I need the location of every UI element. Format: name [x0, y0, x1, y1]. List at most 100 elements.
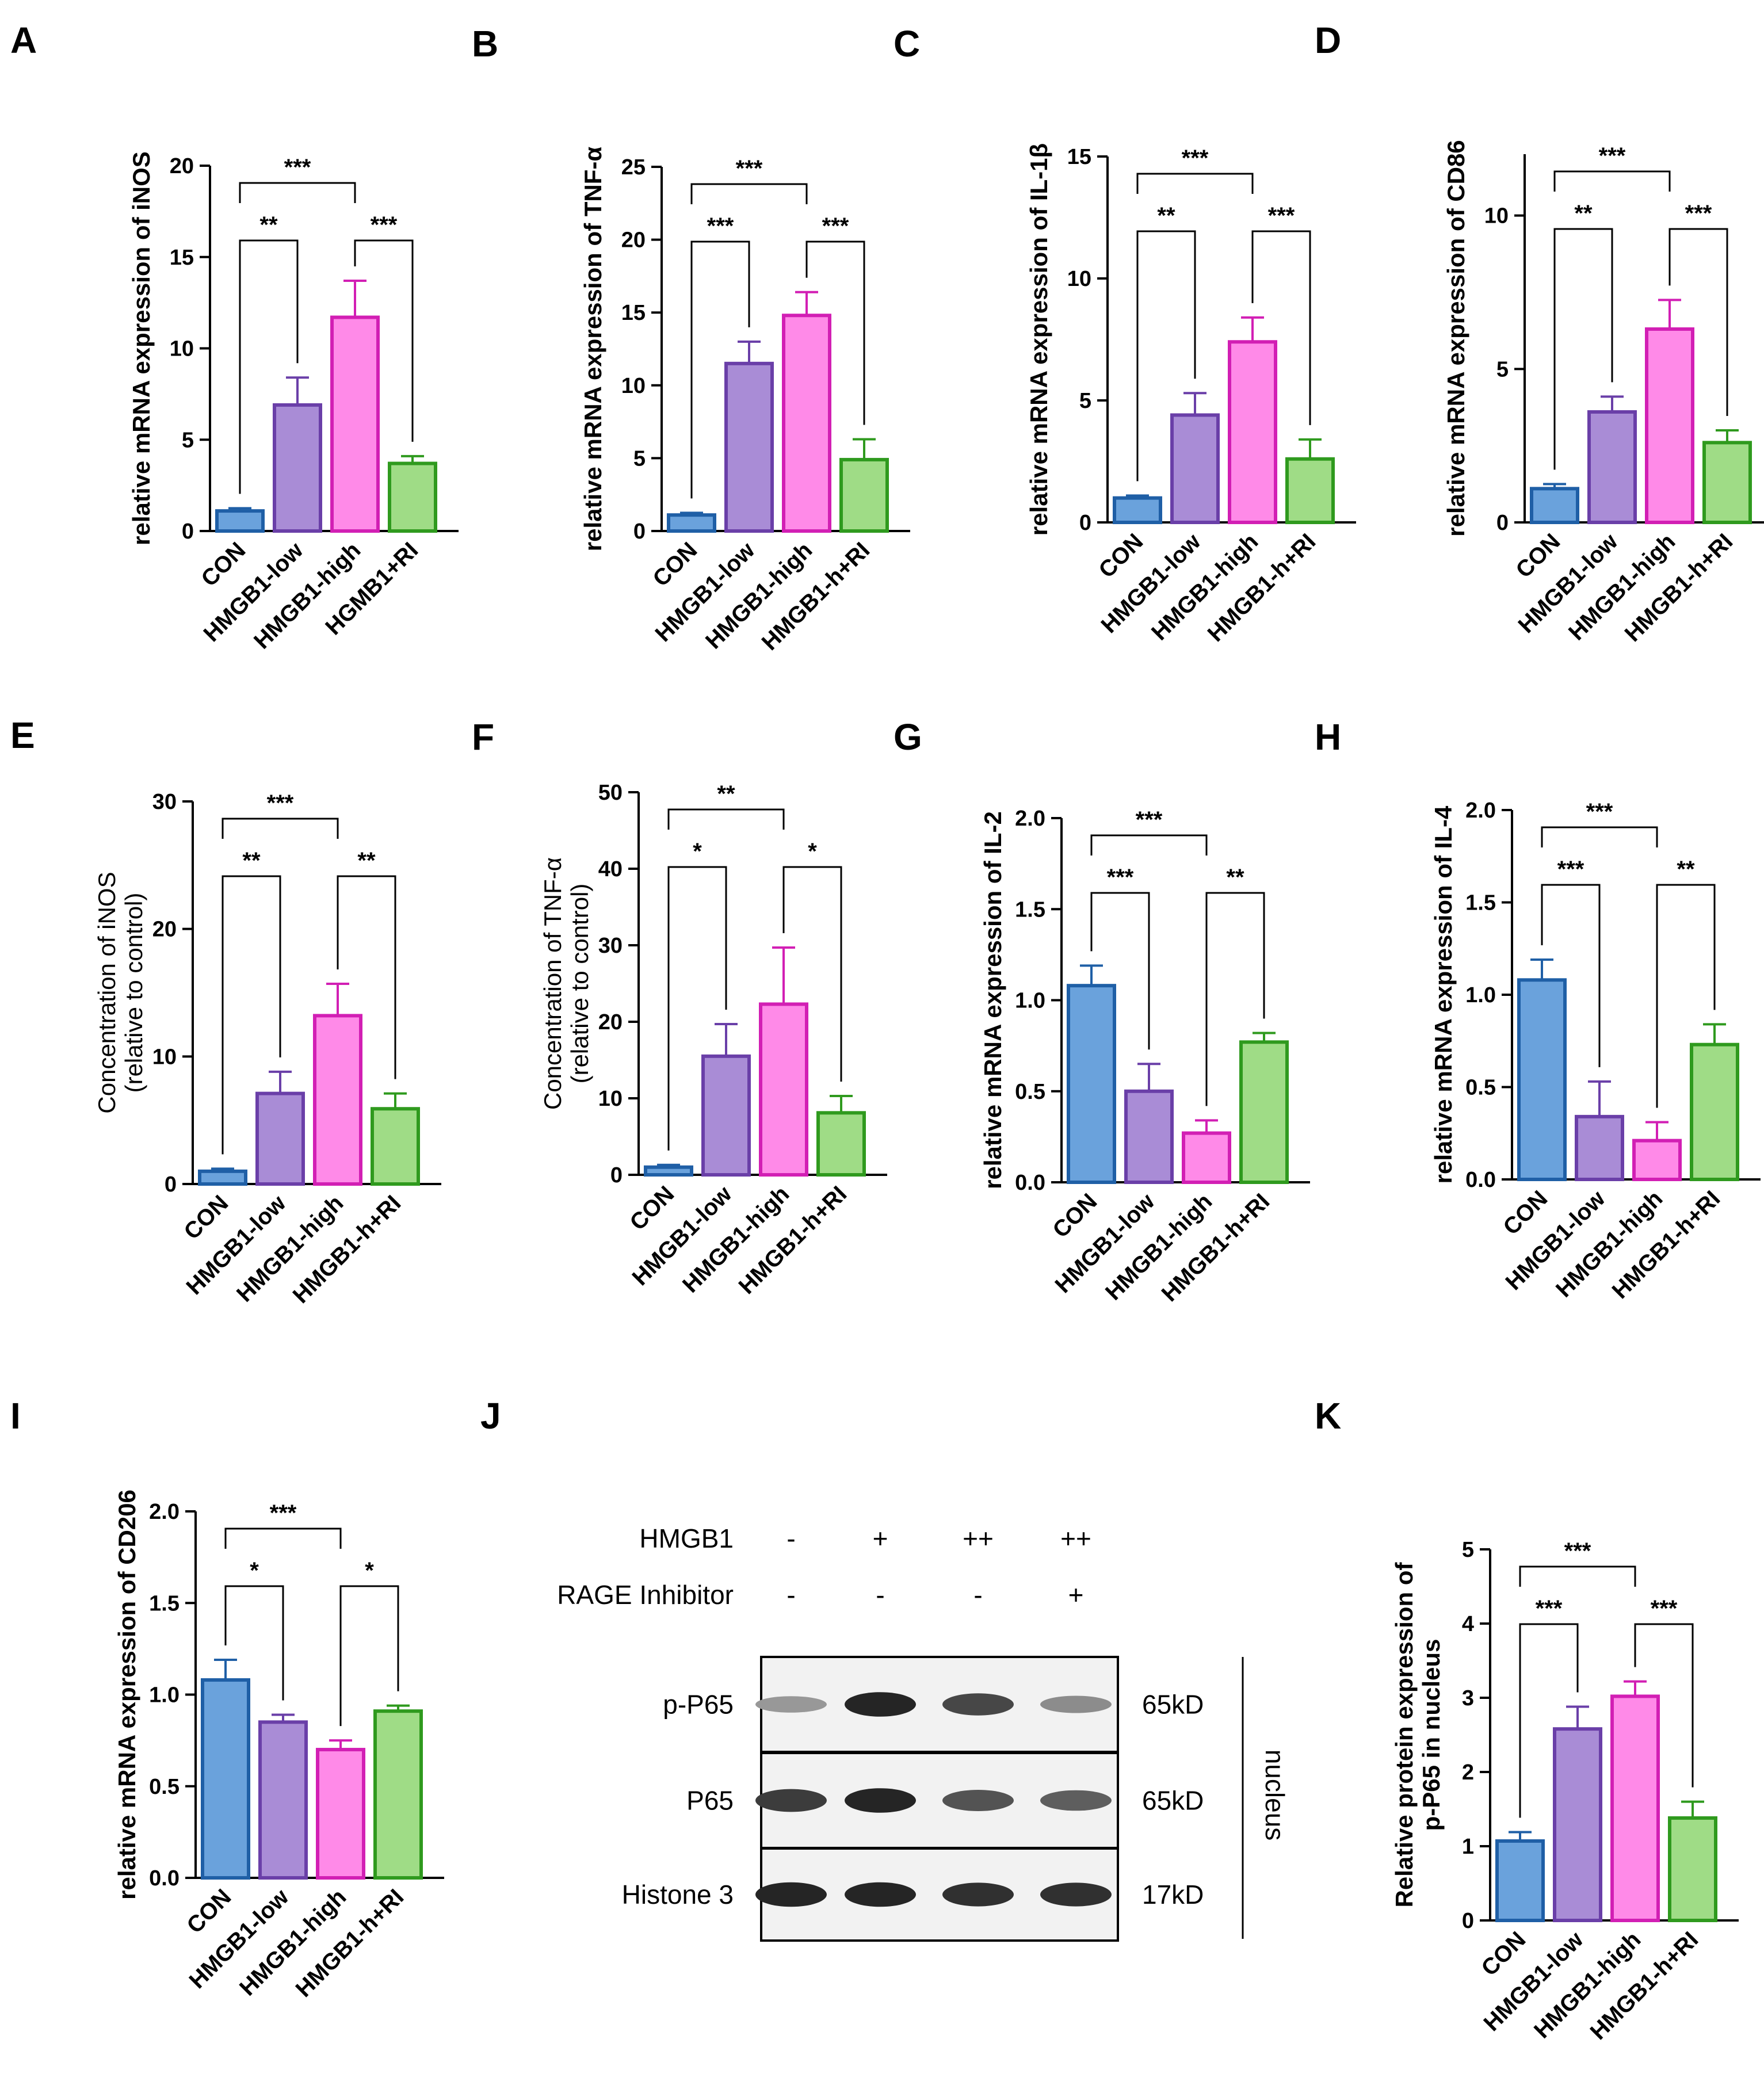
y-tick-label: 0.5	[1015, 1080, 1045, 1104]
bar-con	[1530, 487, 1579, 524]
y-tick-label: 0.5	[149, 1775, 180, 1799]
significance-bracket	[224, 1585, 284, 1701]
panel-label-E: E	[10, 715, 35, 756]
y-tick-label: 0.0	[149, 1866, 180, 1891]
y-axis-label: Concentration of TNF-α	[539, 857, 566, 1110]
significance-bracket	[1541, 826, 1658, 847]
bar-hmgb1-low	[701, 1054, 751, 1177]
panel-label-B: B	[472, 23, 498, 64]
significance-label: ***	[1586, 799, 1613, 824]
y-tick-label: 0	[633, 520, 646, 544]
y-tick-label: 1.5	[1465, 891, 1496, 915]
bar-con	[1113, 496, 1162, 524]
bar-hmgb1-high	[759, 1002, 808, 1177]
panel-label-K: K	[1315, 1395, 1341, 1437]
y-axis-label-line2: (relative to control)	[120, 893, 147, 1093]
significance-bracket	[667, 808, 785, 830]
blot-band	[1040, 1695, 1112, 1713]
significance-label: *	[250, 1558, 259, 1583]
bar-hmgb1-high	[1632, 1139, 1682, 1181]
bar-hmgb1-low	[724, 361, 774, 533]
y-tick-label: 10	[598, 1087, 623, 1111]
significance-bracket	[1553, 228, 1613, 470]
panel-label-I: I	[10, 1395, 21, 1437]
blot-band	[845, 1692, 916, 1717]
significance-bracket	[1519, 1623, 1579, 1818]
significance-label: **	[357, 848, 376, 873]
y-tick-label: 0	[182, 520, 194, 544]
bar-con	[198, 1169, 247, 1186]
y-axis-label-line2: (relative to control)	[566, 884, 593, 1084]
y-tick-label: 2.0	[149, 1500, 180, 1524]
y-tick-label: 0	[1462, 1909, 1474, 1933]
y-axis-label: relative mRNA expression of CD86	[1442, 140, 1469, 536]
bar-hmgb1-h-ri	[1239, 1040, 1289, 1185]
bar-hmgb1-h-ri	[1702, 441, 1752, 524]
significance-bracket	[690, 183, 808, 204]
bar-con	[215, 509, 265, 533]
blot-row-label: P65	[686, 1786, 734, 1816]
bar-hmgb1-h-ri	[373, 1709, 423, 1880]
significance-label: **	[242, 848, 261, 873]
significance-label: ***	[822, 213, 849, 239]
significance-label: ***	[1107, 865, 1134, 890]
significance-bracket	[805, 240, 865, 425]
significance-label: ***	[1136, 807, 1163, 832]
panel-label-A: A	[10, 20, 37, 61]
panel-label-F: F	[472, 716, 494, 758]
y-tick-label: 0	[1496, 511, 1509, 535]
bar-hmgb1-low	[1575, 1114, 1624, 1181]
significance-bracket	[339, 1585, 399, 1727]
y-axis-label: Relative protein expression of	[1391, 1562, 1418, 1908]
significance-label: *	[365, 1558, 374, 1583]
significance-bracket	[667, 866, 727, 1151]
y-tick-label: 20	[170, 154, 194, 178]
significance-bracket	[1090, 892, 1150, 1050]
y-tick-label: 1.5	[149, 1591, 180, 1616]
significance-label: *	[808, 839, 817, 864]
bar-hmgb1-h-ri	[839, 457, 889, 533]
significance-label: ***	[1536, 1596, 1563, 1621]
bar-hmgb1-high	[1228, 340, 1277, 524]
bar-hmgb1-low	[1587, 410, 1637, 524]
significance-bracket	[1519, 1565, 1636, 1587]
treatment-value: ++	[1060, 1523, 1091, 1553]
y-tick-label: 4	[1462, 1612, 1474, 1636]
significance-label: ***	[707, 213, 734, 239]
bar-hmgb1-h-ri	[1690, 1042, 1739, 1182]
molecular-weight-label: 65kD	[1142, 1786, 1204, 1816]
treatment-value: -	[876, 1580, 884, 1610]
y-tick-label: 30	[598, 934, 623, 958]
significance-bracket	[222, 818, 339, 839]
y-tick-label: 0.5	[1465, 1076, 1496, 1100]
blot-band	[942, 1882, 1014, 1907]
significance-bracket	[1541, 884, 1601, 1067]
panel-label-J: J	[480, 1395, 501, 1437]
y-tick-label: 5	[1462, 1538, 1474, 1562]
blot-row-label: p-P65	[663, 1690, 734, 1720]
panel-label-H: H	[1315, 716, 1341, 758]
significance-bracket	[222, 875, 281, 1155]
bar-hmgb1-high	[313, 1014, 362, 1186]
y-axis-label: relative mRNA expression of IL-2	[979, 811, 1006, 1189]
significance-bracket	[1205, 892, 1265, 1106]
significance-label: ***	[1651, 1596, 1678, 1621]
chart-panel-K: K 0 1 2 3 4 5 Relative protein expression of p-P…	[1315, 1395, 1739, 2045]
y-tick-label: 20	[152, 918, 177, 942]
y-tick-label: 0	[610, 1163, 623, 1187]
significance-label: **	[1226, 865, 1244, 890]
y-tick-label: 1.0	[1015, 989, 1045, 1013]
y-tick-label: 40	[598, 857, 623, 881]
treatment-label: RAGE Inhibitor	[557, 1580, 734, 1610]
bar-hmgb1-h-ri	[1285, 457, 1335, 525]
significance-label: **	[259, 212, 278, 238]
bar-hmgb1-low	[258, 1720, 308, 1880]
bar-hmgb1-high	[330, 315, 380, 533]
y-axis-label: relative mRNA expression of iNOS	[128, 151, 155, 545]
significance-bracket	[224, 1527, 342, 1549]
bar-hmgb1-high	[782, 314, 831, 533]
y-tick-label: 0.0	[1015, 1171, 1045, 1195]
significance-bracket	[1136, 173, 1254, 194]
significance-label: *	[693, 839, 702, 864]
